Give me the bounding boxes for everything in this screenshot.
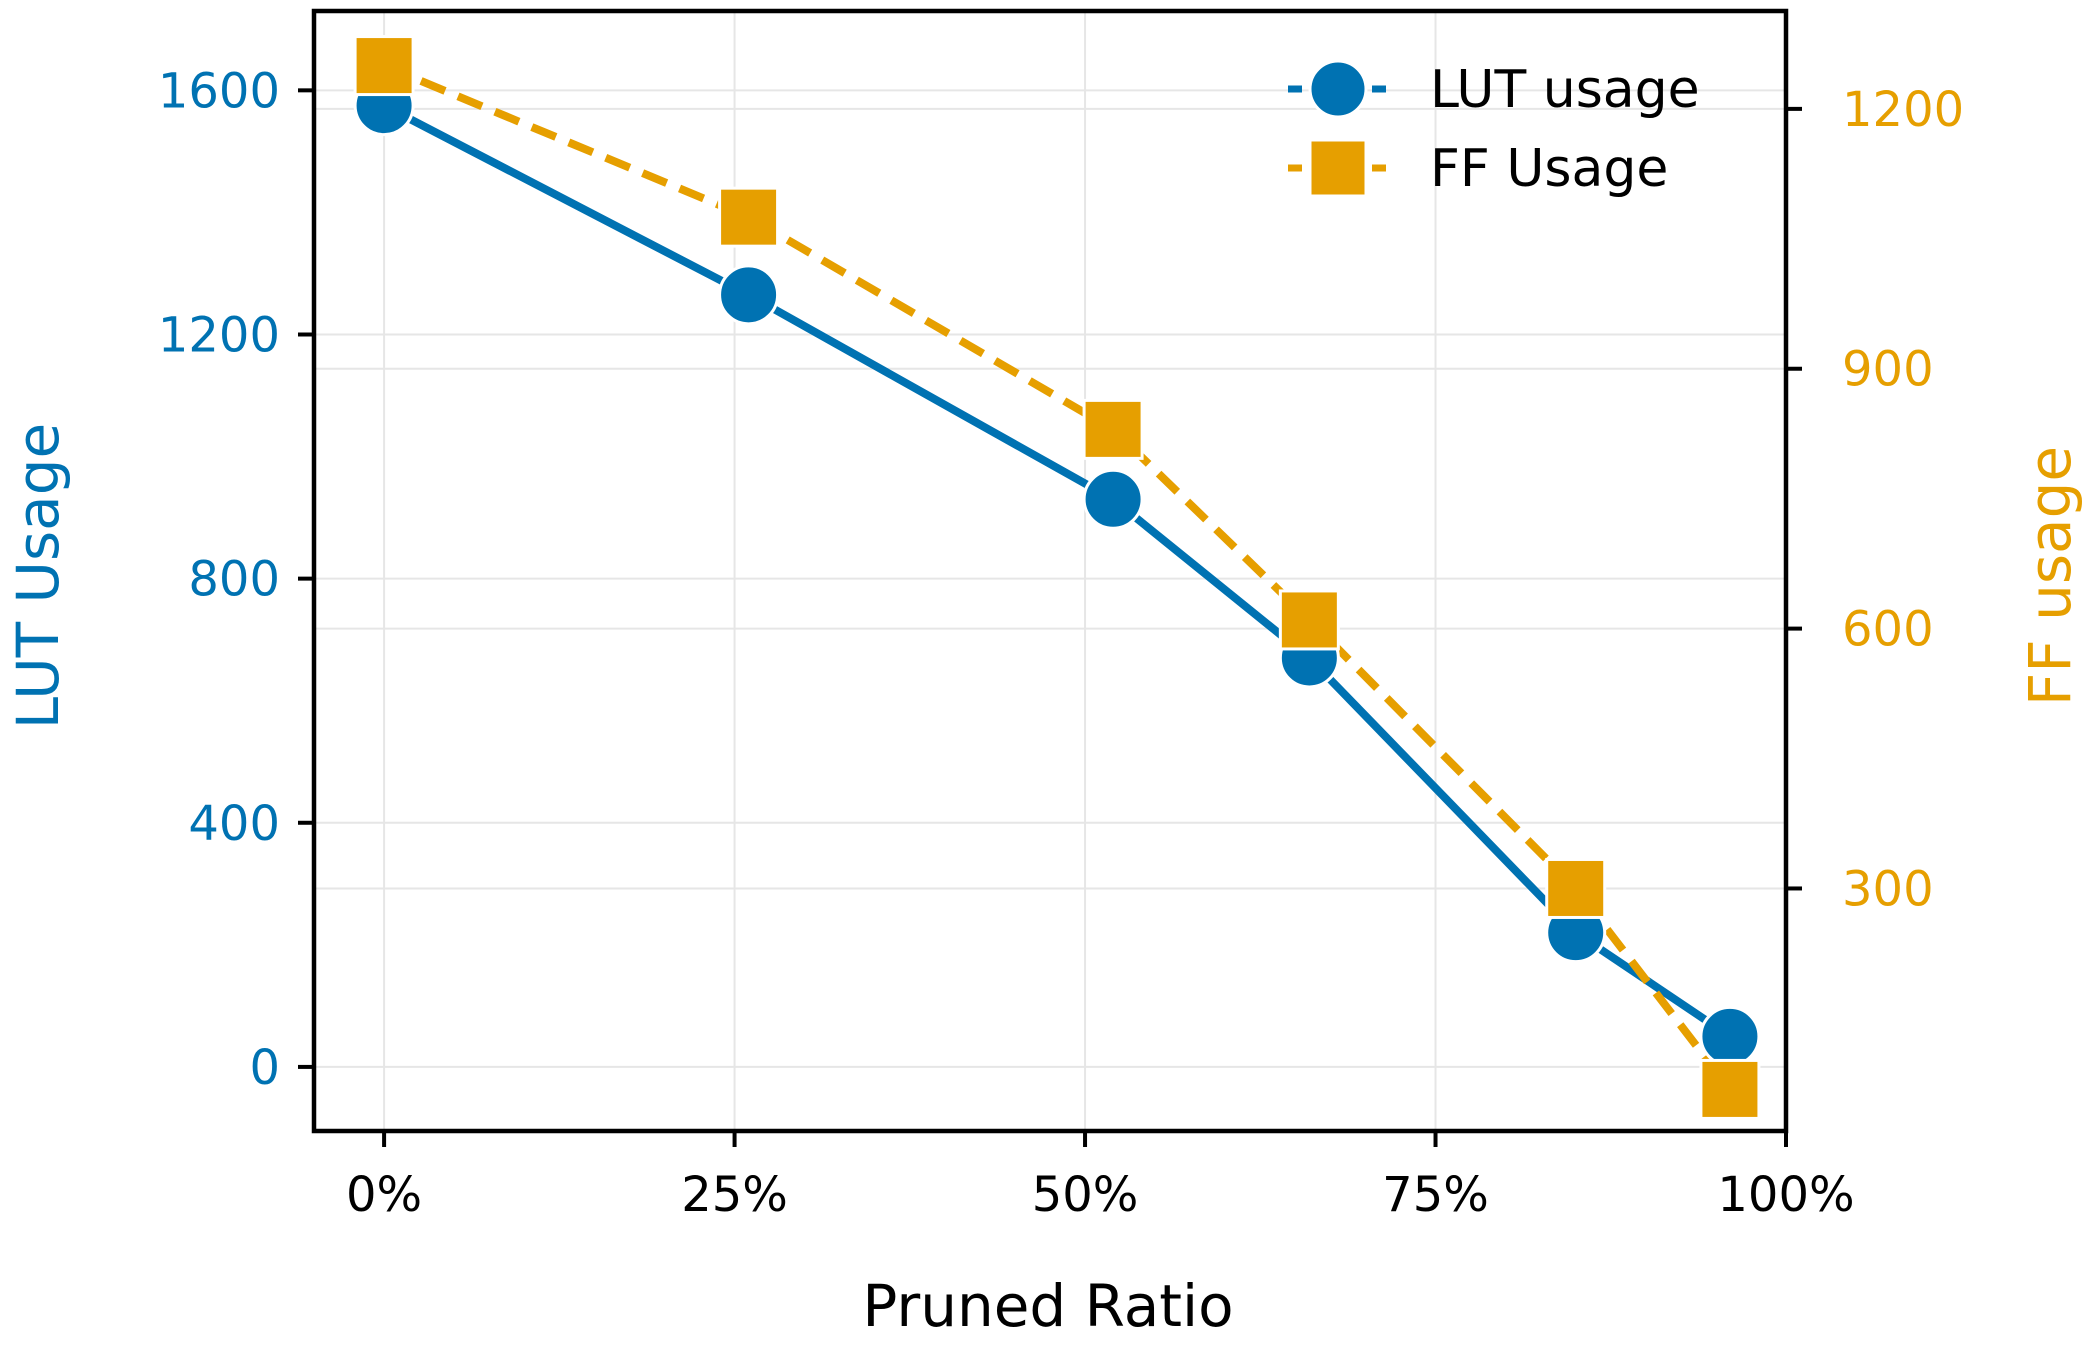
x-tick-label: 50% <box>1032 1167 1139 1223</box>
right-y-axis-title: FF usage <box>2016 446 2084 706</box>
lut-data-point <box>1699 1005 1761 1067</box>
ff-series-line <box>382 61 1734 1092</box>
lut-data-point <box>1082 468 1144 530</box>
axes-layer: 0% 25% 50% 75% 100% 0 400 800 1200 1600 300 600 900 1… <box>158 63 1964 1223</box>
lut-data-point <box>718 264 780 326</box>
left-y-axis-title: LUT Usage <box>4 423 72 729</box>
left-y-tick-label: 0 <box>249 1040 280 1096</box>
legend-ff-label: FF Usage <box>1430 139 1668 199</box>
ff-data-point <box>718 186 780 248</box>
right-y-tick-label: 600 <box>1842 602 1934 658</box>
right-y-tick-label: 900 <box>1842 342 1934 398</box>
plot-frame <box>311 8 1789 1134</box>
series-layer <box>353 35 1761 1120</box>
x-tick-label: 75% <box>1382 1167 1489 1223</box>
ff-data-point <box>1278 589 1340 651</box>
ff-data-point <box>1699 1058 1761 1120</box>
legend-lut-label: LUT usage <box>1430 60 1700 120</box>
lut-series-line <box>382 102 1733 1040</box>
legend-lut-marker <box>1308 59 1368 119</box>
x-tick-label: 100% <box>1717 1167 1854 1223</box>
left-y-tick-label: 1600 <box>158 63 280 119</box>
x-tick-label: 25% <box>681 1167 788 1223</box>
left-y-tick-label: 800 <box>188 552 280 608</box>
ff-data-point <box>1545 857 1607 919</box>
ff-data-point <box>353 35 415 97</box>
left-y-tick-label: 400 <box>188 796 280 852</box>
x-tick-label: 0% <box>346 1167 422 1223</box>
left-y-tick-label: 1200 <box>158 307 280 363</box>
right-y-tick-label: 300 <box>1842 861 1934 917</box>
x-axis-title: Pruned Ratio <box>862 1272 1233 1340</box>
legend-ff-marker <box>1308 138 1368 198</box>
ff-data-point <box>1082 398 1144 460</box>
legend: LUT usage FF Usage <box>1288 59 1700 199</box>
right-y-tick-label: 1200 <box>1842 82 1964 138</box>
